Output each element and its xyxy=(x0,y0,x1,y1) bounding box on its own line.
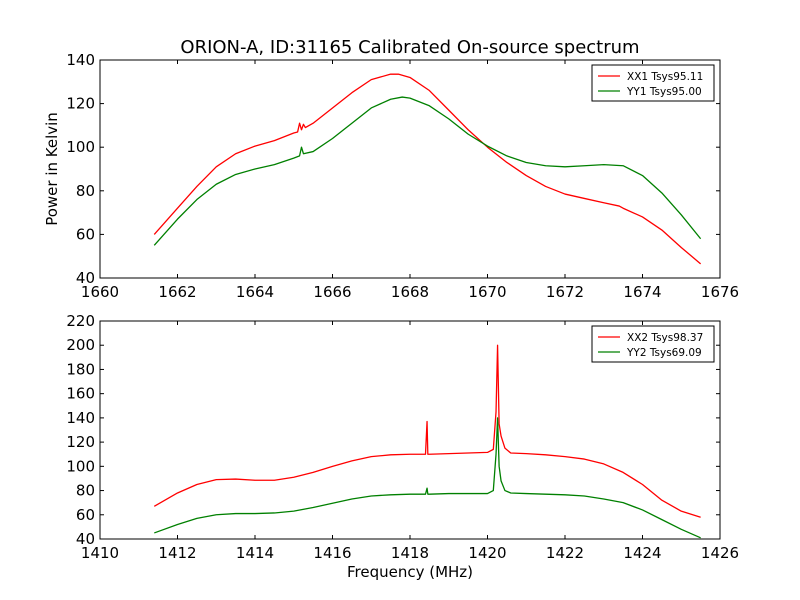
bottom-y-tick-label: 120 xyxy=(66,433,95,451)
top-x-tick-label: 1676 xyxy=(701,283,739,301)
top-x-tick-label: 1670 xyxy=(468,283,506,301)
bottom-x-tick-label: 1420 xyxy=(468,544,506,562)
bottom-subplot: 1410 1412 1414 1416 1418 1420 1422 1424 1426 40 60… xyxy=(66,312,739,581)
top-y-tick-label: 140 xyxy=(66,51,95,69)
bottom-y-tick-label: 200 xyxy=(66,336,95,354)
figure-title: ORION-A, ID:31165 Calibrated On-source s… xyxy=(180,37,639,58)
bottom-legend: XX2 Tsys98.37 YY2 Tsys69.09 xyxy=(591,325,715,363)
top-ticks-layer: 1660 1662 1664 1666 1668 1670 1672 1674 1676 40 60… xyxy=(66,51,739,301)
top-y-tick-label: 80 xyxy=(76,182,95,200)
top-y-axis-label: Power in Kelvin xyxy=(43,112,61,226)
bottom-x-tick-label: 1418 xyxy=(391,544,429,562)
top-x-tick-label: 1672 xyxy=(546,283,584,301)
top-x-tick-label: 1668 xyxy=(391,283,429,301)
bottom-x-tick-label: 1422 xyxy=(546,544,584,562)
top-x-tick-label: 1674 xyxy=(623,283,661,301)
top-y-tick-label: 100 xyxy=(66,138,95,156)
bottom-x-tick-label: 1426 xyxy=(701,544,739,562)
bottom-ticks-layer: 1410 1412 1414 1416 1418 1420 1422 1424 1426 40 60… xyxy=(66,312,739,562)
bottom-series-line-1 xyxy=(153,344,701,518)
bottom-legend-label-1: XX2 Tsys98.37 xyxy=(627,332,703,344)
bottom-x-tick-label: 1424 xyxy=(623,544,661,562)
top-subplot: 1660 1662 1664 1666 1668 1670 1672 1674 1676 40 60… xyxy=(43,51,739,301)
top-legend-label-2: YY1 Tsys95.00 xyxy=(626,86,702,98)
top-x-tick-label: 1664 xyxy=(236,283,274,301)
bottom-y-tick-label: 80 xyxy=(76,482,95,500)
bottom-x-tick-label: 1414 xyxy=(236,544,274,562)
top-x-tick-label: 1662 xyxy=(158,283,196,301)
bottom-x-tick-label: 1412 xyxy=(158,544,196,562)
bottom-x-tick-label: 1410 xyxy=(81,544,119,562)
bottom-y-tick-label: 100 xyxy=(66,457,95,475)
bottom-series-line-2 xyxy=(154,417,701,539)
bottom-y-tick-label: 180 xyxy=(66,360,95,378)
top-x-tick-label: 1666 xyxy=(313,283,351,301)
top-series-layer xyxy=(153,73,702,265)
bottom-y-tick-label: 160 xyxy=(66,385,95,403)
bottom-legend-box xyxy=(591,325,715,363)
top-y-tick-label: 60 xyxy=(76,225,95,243)
top-series-line-2 xyxy=(153,96,702,246)
bottom-y-tick-label: 140 xyxy=(66,409,95,427)
bottom-y-tick-label: 220 xyxy=(66,312,95,330)
top-legend-box xyxy=(591,64,715,102)
bottom-legend-label-2: YY2 Tsys69.09 xyxy=(626,347,702,359)
top-y-tick-label: 120 xyxy=(66,95,95,113)
bottom-x-tick-label: 1416 xyxy=(313,544,351,562)
top-legend-label-1: XX1 Tsys95.11 xyxy=(627,71,703,83)
top-x-tick-label: 1660 xyxy=(81,283,119,301)
bottom-x-axis-label: Frequency (MHz) xyxy=(347,563,473,581)
top-series-line-1 xyxy=(153,73,702,265)
top-y-tick-label: 40 xyxy=(76,269,95,287)
bottom-series-layer xyxy=(153,344,701,539)
bottom-y-tick-label: 60 xyxy=(76,506,95,524)
top-legend: XX1 Tsys95.11 YY1 Tsys95.00 xyxy=(591,64,715,102)
bottom-y-tick-label: 40 xyxy=(76,530,95,548)
